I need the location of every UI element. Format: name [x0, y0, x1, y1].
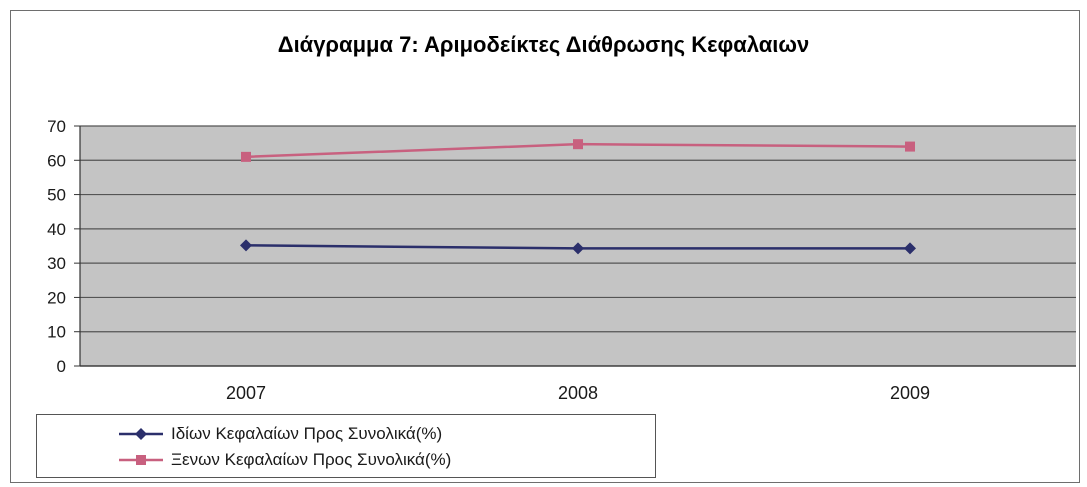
legend-item-series-1: Ιδίων Κεφαλαίων Προς Συνολικά(%)	[119, 422, 442, 446]
chart-title: Διάγραμμα 7: Αριμοδείκτες Διάθρωσης Κεφα…	[277, 32, 810, 57]
legend-marker-square-icon	[119, 455, 163, 465]
x-tick-label-2007: 2007	[226, 383, 266, 403]
x-tick-label-2009: 2009	[890, 383, 930, 403]
legend-item-series-2: Ξενων Κεφαλαίων Προς Συνολικά(%)	[119, 448, 451, 472]
y-tick-label-50: 50	[47, 186, 66, 205]
chart-legend: Ιδίων Κεφαλαίων Προς Συνολικά(%) Ξενων Κ…	[36, 414, 656, 478]
y-tick-label-0: 0	[57, 357, 66, 376]
series-1-point-2008	[572, 242, 584, 255]
x-tick-label-2008: 2008	[558, 383, 598, 403]
series-2-point-2007	[241, 151, 251, 162]
y-tick-label-20: 20	[47, 288, 66, 307]
series-1-point-2009	[904, 242, 916, 255]
legend-marker-diamond-icon	[119, 428, 163, 440]
series-2-point-2009	[905, 141, 915, 152]
legend-label-series-2: Ξενων Κεφαλαίων Προς Συνολικά(%)	[171, 450, 452, 469]
y-tick-label-70: 70	[47, 117, 66, 136]
y-tick-label-10: 10	[47, 323, 66, 342]
legend-label-series-1: Ιδίων Κεφαλαίων Προς Συνολικά(%)	[171, 424, 443, 443]
y-tick-label-30: 30	[47, 254, 66, 273]
y-tick-label-40: 40	[47, 220, 66, 239]
y-tick-label-60: 60	[47, 151, 66, 170]
series-2-point-2008	[573, 139, 583, 150]
series-1-point-2007	[240, 239, 252, 252]
